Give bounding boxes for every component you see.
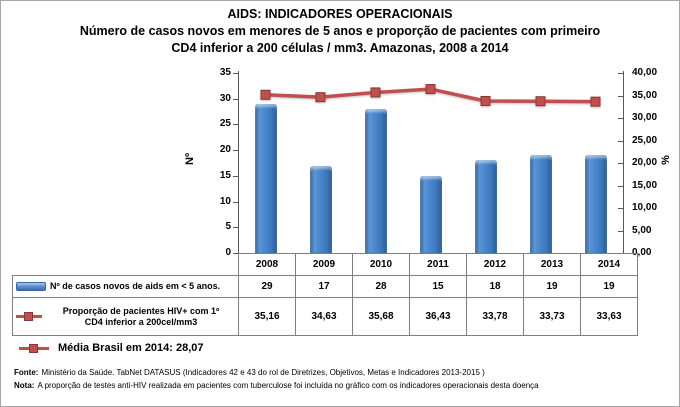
right-axis-tick-label: 40,00 [632,67,658,78]
chart-title: AIDS: INDICADORES OPERACIONAIS [227,7,453,21]
media-brasil-annotation: Média Brasil em 2014: 28,07 [19,342,204,354]
right-axis-tick-label: 0,00 [632,247,652,258]
year-header-2009: 2009 [295,253,353,276]
source-note-text: Ministério da Saúde. TabNet DATASUS (Ind… [41,368,485,377]
left-axis-tick [233,124,238,126]
table-cell-proportion-2013: 33,73 [523,297,581,336]
right-axis-tick [618,230,623,232]
bar-2009 [309,165,332,253]
table-cell-proportion-2012: 33,78 [466,297,524,336]
table-cell-cases-2011: 15 [409,275,467,298]
year-header-2013: 2013 [523,253,581,276]
right-axis-tick [618,163,623,164]
table-cell-cases-2008: 29 [238,275,296,298]
right-axis-tick-label: 35,00 [632,89,658,101]
right-axis-tick [618,73,623,74]
right-axis-tick-label: 25,00 [632,134,658,146]
line-marker-2014 [590,96,601,107]
line-series-icon [16,311,42,322]
right-axis-tick [618,185,623,187]
bar-2013 [529,155,552,253]
left-axis-tick-label: 10 [219,195,231,207]
year-header-2010: 2010 [352,253,410,276]
line-series [260,84,601,107]
left-axis-tick-label: 5 [225,221,231,233]
left-axis-tick [233,175,238,177]
footnote: Nota: A proporção de testes anti-HIV real… [14,381,669,391]
line-marker-2012 [480,95,491,106]
right-axis-tick [618,118,623,119]
left-axis-tick [233,201,238,203]
year-header-2012: 2012 [466,253,524,276]
line-marker-icon [19,343,49,354]
left-axis-tick [233,227,238,229]
left-axis-title: Nº [183,153,196,165]
left-axis-line [238,71,239,254]
left-axis-tick [233,150,238,152]
table-cell-cases-2009: 17 [295,275,353,298]
left-axis-tick [233,73,238,74]
line-marker-2009 [315,92,326,103]
chart-data-table: 2008 2009 2010 2011 2012 2013 2014 Nº de casos … [12,253,638,336]
year-header-2011: 2011 [409,253,467,276]
right-axis-tick [618,208,623,209]
bar-2008 [254,103,277,253]
bar-2012 [474,160,497,253]
left-axis-tick [233,98,238,100]
line-marker-2008 [260,89,271,100]
source-note-label: Fonte: [14,368,39,377]
left-axis-tick-label: 20 [219,144,231,156]
table-cell-proportion-2008: 35,16 [238,297,296,336]
left-axis-tick-label: 15 [219,169,231,181]
bar-series-label: Nº de casos novos de aids em < 5 anos. [50,281,221,292]
table-cell-cases-2010: 28 [352,275,410,298]
bar-2010 [364,109,387,253]
right-axis-tick-label: 30,00 [632,112,658,123]
legend-bar-series: Nº de casos novos de aids em < 5 anos. [12,275,239,298]
table-cell-cases-2012: 18 [466,275,524,298]
line-marker-2010 [370,87,381,98]
left-axis-tick [233,253,238,254]
line-series-label: Proporção de pacientes HIV+ com 1º CD4 in… [62,305,220,327]
bar-2011 [419,175,442,253]
footnote-text: A proporção de testes anti-HIV realizada… [37,381,539,390]
right-axis-tick [618,95,623,97]
left-axis-tick-label: 35 [219,67,231,78]
left-axis-tick-label: 25 [219,118,231,130]
right-axis-tick [618,140,623,142]
line-marker-2013 [535,96,546,107]
table-cell-cases-2014: 19 [580,275,638,298]
legend-line-series: Proporção de pacientes HIV+ com 1º CD4 in… [12,297,239,336]
table-cell-proportion-2009: 34,63 [295,297,353,336]
left-axis-tick-label: 30 [219,92,231,104]
table-cell-proportion-2014: 33,63 [580,297,638,336]
table-cell-proportion-2011: 36,43 [409,297,467,336]
footnote-label: Nota: [14,381,35,390]
bar-series-icon [16,281,46,291]
left-axis-tick-label: 0 [225,247,231,258]
right-axis-tick-label: 10,00 [632,202,658,213]
chart-subtitle-line2: CD4 inferior a 200 células / mm3. Amazon… [171,41,509,55]
bar-2014 [584,155,607,253]
year-header-2008: 2008 [238,253,296,276]
line-marker-2011 [425,84,436,95]
right-axis-line [623,71,624,254]
source-note: Fonte: Ministério da Saúde. TabNet DATASU… [14,368,669,378]
table-cell-proportion-2010: 35,68 [352,297,410,336]
year-header-2014: 2014 [580,253,638,276]
table-corner-cell [13,254,239,276]
media-brasil-label: Média Brasil em 2014: 28,07 [58,342,204,354]
chart-subtitle-line1: Número de casos novos em menores de 5 an… [79,24,601,38]
table-cell-cases-2013: 19 [523,275,581,298]
right-axis-tick-label: 20,00 [632,157,658,168]
right-axis-tick-label: 5,00 [632,224,652,236]
right-axis-tick-label: 15,00 [632,179,658,191]
